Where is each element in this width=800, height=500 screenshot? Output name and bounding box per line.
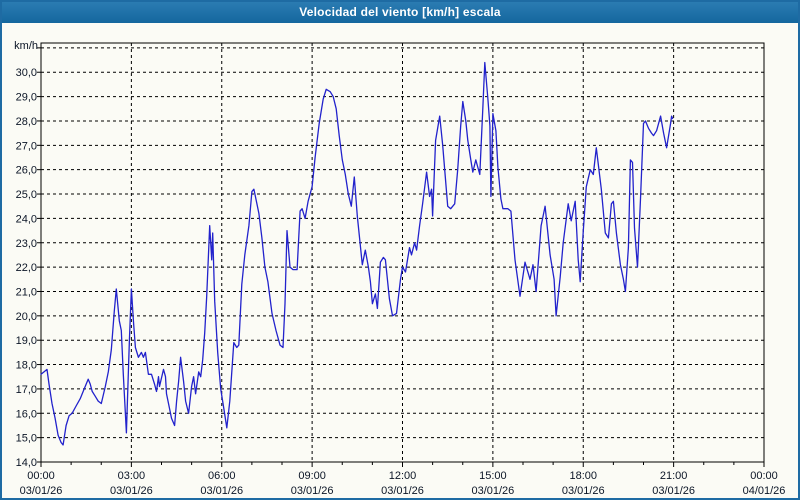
x-tick-time-label: 15:00 xyxy=(479,470,507,482)
x-tick-date-label: 03/01/26 xyxy=(291,485,334,497)
window-title-bar: Velocidad del viento [km/h] escala xyxy=(2,2,798,23)
y-tick-label: 23,0 xyxy=(16,238,37,250)
y-tick-label: 24,0 xyxy=(16,213,37,225)
axis-layer xyxy=(37,42,765,467)
x-tick-date-label: 04/01/26 xyxy=(743,485,786,497)
y-tick-label: 30,0 xyxy=(16,67,37,79)
axis-label-layer: 30,0 29,0 28,0 27,0 26,0 25,0 24,0 23,0 22,0 21,0… xyxy=(16,67,786,497)
y-tick-label: 22,0 xyxy=(16,262,37,274)
wind-speed-line xyxy=(40,61,674,446)
x-tick-date-label: 03/01/26 xyxy=(381,485,424,497)
y-tick-label: 19,0 xyxy=(16,335,37,347)
x-tick-date-label: 03/01/26 xyxy=(200,485,243,497)
y-tick-label: 28,0 xyxy=(16,116,37,128)
x-tick-time-label: 00:00 xyxy=(27,470,55,482)
x-tick-time-label: 12:00 xyxy=(389,470,417,482)
y-tick-label: 15,0 xyxy=(16,433,37,445)
y-axis-unit-label: km/h xyxy=(14,40,38,52)
x-tick-date-label: 03/01/26 xyxy=(471,485,514,497)
grid-layer xyxy=(41,43,764,462)
y-tick-label: 20,0 xyxy=(16,311,37,323)
x-tick-date-label: 03/01/26 xyxy=(110,485,153,497)
x-tick-time-label: 21:00 xyxy=(660,470,688,482)
window-title: Velocidad del viento [km/h] escala xyxy=(299,5,501,19)
x-tick-date-label: 03/01/26 xyxy=(20,485,63,497)
x-tick-time-label: 03:00 xyxy=(118,470,146,482)
x-tick-date-label: 03/01/26 xyxy=(652,485,695,497)
y-tick-label: 26,0 xyxy=(16,165,37,177)
y-tick-label: 17,0 xyxy=(16,384,37,396)
y-tick-label: 21,0 xyxy=(16,286,37,298)
y-tick-label: 29,0 xyxy=(16,92,37,104)
x-tick-date-label: 03/01/26 xyxy=(562,485,605,497)
y-tick-label: 16,0 xyxy=(16,408,37,420)
y-tick-label: 18,0 xyxy=(16,360,37,372)
y-tick-label: 25,0 xyxy=(16,189,37,201)
x-tick-time-label: 09:00 xyxy=(298,470,326,482)
y-tick-label: 14,0 xyxy=(16,457,37,469)
series-layer xyxy=(40,61,674,446)
x-tick-time-label: 06:00 xyxy=(208,470,236,482)
y-tick-label: 27,0 xyxy=(16,140,37,152)
x-tick-time-label: 18:00 xyxy=(569,470,597,482)
x-tick-time-label: 00:00 xyxy=(750,470,778,482)
